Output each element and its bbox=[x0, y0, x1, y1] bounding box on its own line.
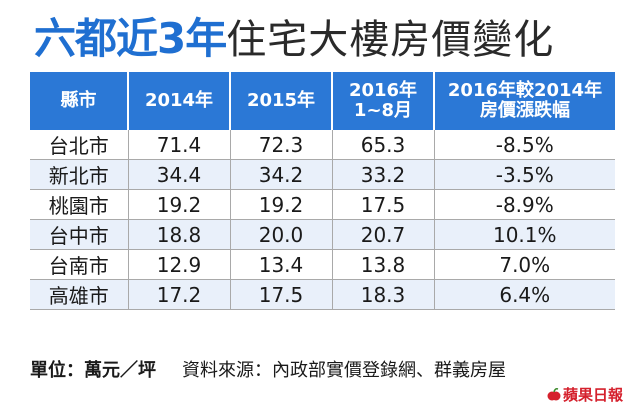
table-row: 台南市 12.9 13.4 13.8 7.0% bbox=[30, 249, 615, 280]
apple-icon bbox=[547, 387, 561, 400]
value-cell: 34.2 bbox=[229, 159, 332, 190]
table-header-row: 縣市 2014年 2015年 2016年 1~8月 2016年較2014年 房價漲跌幅 bbox=[30, 72, 615, 130]
value-cell: 72.3 bbox=[229, 130, 332, 160]
value-cell: 13.8 bbox=[331, 249, 434, 280]
city-cell: 台中市 bbox=[30, 219, 128, 250]
table-row: 台北市 71.4 72.3 65.3 -8.5% bbox=[30, 130, 615, 160]
city-cell: 桃園市 bbox=[30, 189, 128, 220]
value-cell: 20.7 bbox=[331, 219, 434, 250]
table-body: 台北市 71.4 72.3 65.3 -8.5% 新北市 34.4 34.2 33.2 -3.5%… bbox=[30, 130, 615, 310]
value-cell: 19.2 bbox=[229, 189, 332, 220]
page-title: 六都近3年住宅大樓房價變化 bbox=[34, 17, 555, 63]
value-cell: 18.3 bbox=[331, 279, 434, 310]
column-header-2: 2015年 bbox=[229, 72, 332, 130]
price-table: 縣市 2014年 2015年 2016年 1~8月 2016年較2014年 房價漲跌幅 台北… bbox=[30, 72, 615, 310]
city-cell: 台北市 bbox=[30, 130, 128, 160]
title-highlight: 六都近3年 bbox=[34, 14, 227, 63]
column-header-line: 2015年 bbox=[246, 90, 316, 111]
value-cell: -8.5% bbox=[433, 130, 615, 160]
value-cell: 34.4 bbox=[127, 159, 230, 190]
column-header-line: 2016年 bbox=[348, 80, 418, 101]
column-header-4: 2016年較2014年 房價漲跌幅 bbox=[433, 72, 615, 130]
table-row: 桃園市 19.2 19.2 17.5 -8.9% bbox=[30, 189, 615, 220]
column-header-0: 縣市 bbox=[30, 72, 128, 130]
unit-note: 單位：萬元／坪 bbox=[30, 360, 156, 381]
column-header-3: 2016年 1~8月 bbox=[331, 72, 434, 130]
city-cell: 台南市 bbox=[30, 249, 128, 280]
value-cell: 17.2 bbox=[127, 279, 230, 310]
value-cell: 6.4% bbox=[433, 279, 615, 310]
table-row: 台中市 18.8 20.0 20.7 10.1% bbox=[30, 219, 615, 250]
value-cell: -3.5% bbox=[433, 159, 615, 190]
value-cell: -8.9% bbox=[433, 189, 615, 220]
value-cell: 71.4 bbox=[127, 130, 230, 160]
source-note: 資料來源：內政部實價登錄網、群義房屋 bbox=[182, 360, 506, 381]
value-cell: 18.8 bbox=[127, 219, 230, 250]
value-cell: 10.1% bbox=[433, 219, 615, 250]
value-cell: 7.0% bbox=[433, 249, 615, 280]
column-header-line: 房價漲跌幅 bbox=[480, 100, 570, 121]
table-row: 新北市 34.4 34.2 33.2 -3.5% bbox=[30, 159, 615, 190]
value-cell: 19.2 bbox=[127, 189, 230, 220]
value-cell: 33.2 bbox=[331, 159, 434, 190]
publisher-logo: 蘋果日報 bbox=[547, 384, 623, 405]
value-cell: 13.4 bbox=[229, 249, 332, 280]
column-header-line: 2016年較2014年 bbox=[447, 80, 603, 101]
column-header-line: 縣市 bbox=[60, 90, 97, 111]
value-cell: 65.3 bbox=[331, 130, 434, 160]
city-cell: 新北市 bbox=[30, 159, 128, 190]
value-cell: 20.0 bbox=[229, 219, 332, 250]
column-header-line: 1~8月 bbox=[353, 100, 413, 121]
table-row: 高雄市 17.2 17.5 18.3 6.4% bbox=[30, 279, 615, 310]
value-cell: 17.5 bbox=[331, 189, 434, 220]
column-header-1: 2014年 bbox=[127, 72, 230, 130]
city-cell: 高雄市 bbox=[30, 279, 128, 310]
publisher-name: 蘋果日報 bbox=[562, 386, 623, 404]
value-cell: 17.5 bbox=[229, 279, 332, 310]
title-rest: 住宅大樓房價變化 bbox=[226, 17, 555, 63]
column-header-line: 2014年 bbox=[144, 90, 214, 111]
table-footer: 單位：萬元／坪 資料來源：內政部實價登錄網、群義房屋 bbox=[30, 356, 506, 382]
value-cell: 12.9 bbox=[127, 249, 230, 280]
